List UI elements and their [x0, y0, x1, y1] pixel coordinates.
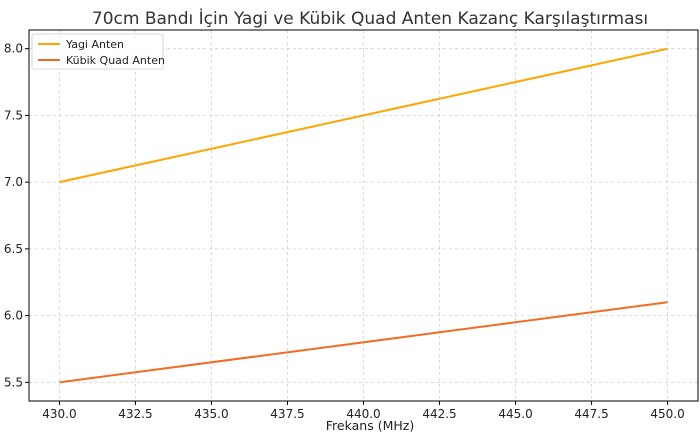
y-tick-label: 5.5: [4, 375, 23, 389]
series-lines: [59, 47, 668, 384]
series-line-2: [59, 301, 668, 384]
x-tick-label: 432.5: [118, 407, 152, 421]
x-tick-label: 450.0: [650, 407, 684, 421]
y-tick-label: 6.5: [4, 242, 23, 256]
x-tick-label: 442.5: [422, 407, 456, 421]
y-tick-label: 6.0: [4, 309, 23, 323]
x-tick-label: 445.0: [498, 407, 532, 421]
y-tick-label: 7.5: [4, 108, 23, 122]
series-line-1: [59, 47, 668, 184]
legend-label-2: Kübik Quad Anten: [66, 54, 165, 67]
axis-ticks: 430.0 432.5 435.0 437.5 440.0 442.5 445.0 447.5…: [4, 42, 685, 421]
legend: Yagi Anten Kübik Quad Anten: [31, 33, 165, 70]
x-tick-label: 437.5: [270, 407, 304, 421]
legend-label-1: Yagi Anten: [65, 38, 124, 51]
y-tick-label: 8.0: [4, 42, 23, 56]
legend-box: [31, 33, 164, 70]
grid: [29, 30, 698, 401]
x-tick-label: 440.0: [346, 407, 380, 421]
x-tick-label: 435.0: [194, 407, 228, 421]
y-tick-label: 7.0: [4, 175, 23, 189]
x-tick-label: 447.5: [574, 407, 608, 421]
x-tick-label: 430.0: [42, 407, 76, 421]
chart-title: 70cm Bandı İçin Yagi ve Kübik Quad Anten…: [92, 8, 648, 29]
x-axis-label: Frekans (MHz): [326, 418, 414, 433]
